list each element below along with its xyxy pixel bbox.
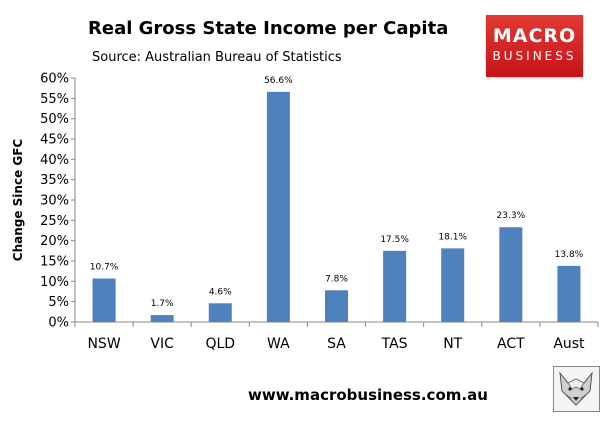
bar [325,290,348,322]
x-category-label: SA [327,336,346,352]
bar-value-label: 10.7% [90,262,119,272]
x-category-label: VIC [150,336,174,352]
bar [150,315,174,322]
y-tick-label: 45% [40,133,69,148]
bar-value-label: 23.3% [497,211,526,221]
y-tick-label: 35% [40,173,69,188]
fox-head-icon [553,366,600,412]
y-tick-label: 25% [40,214,69,229]
x-category-label: QLD [205,336,235,352]
bar [266,91,290,323]
logo-line1: MACRO [492,25,577,47]
bar-value-label: 17.5% [380,235,409,245]
bar-value-label: 7.8% [325,274,348,284]
x-category-label: WA [267,336,290,352]
y-tick-label: 5% [48,295,69,310]
x-category-label: Aust [553,336,585,352]
y-tick-label: 10% [40,275,69,290]
y-tick-label: 0% [48,316,69,331]
bar-value-label: 1.7% [151,299,174,309]
bar-value-label: 4.6% [209,287,232,297]
bar-value-label: 13.8% [555,250,584,260]
y-tick-label: 50% [40,112,69,127]
y-tick-label: 30% [40,194,69,209]
macrobusiness-logo[interactable]: MACRO BUSINESS [486,15,583,77]
bar [92,278,116,322]
x-category-label: TAS [381,336,408,352]
bar [499,227,523,322]
x-category-label: NT [443,336,462,352]
y-tick-label: 15% [40,255,69,270]
bar-value-label: 56.6% [264,76,293,86]
x-category-label: ACT [497,336,525,352]
x-category-label: NSW [87,336,120,352]
y-tick-label: 55% [40,92,69,107]
website-footer[interactable]: www.macrobusiness.com.au [248,386,488,404]
bar-value-label: 18.1% [438,232,467,242]
y-tick-label: 60% [40,72,69,87]
bar [383,250,407,322]
chart-subtitle: Source: Australian Bureau of Statistics [92,50,342,65]
bar [441,248,465,322]
y-tick-label: 40% [40,153,69,168]
bar [557,265,581,322]
chart-title: Real Gross State Income per Capita [88,18,449,39]
y-tick-label: 20% [40,234,69,249]
bar [208,303,232,322]
logo-line2: BUSINESS [492,49,577,63]
